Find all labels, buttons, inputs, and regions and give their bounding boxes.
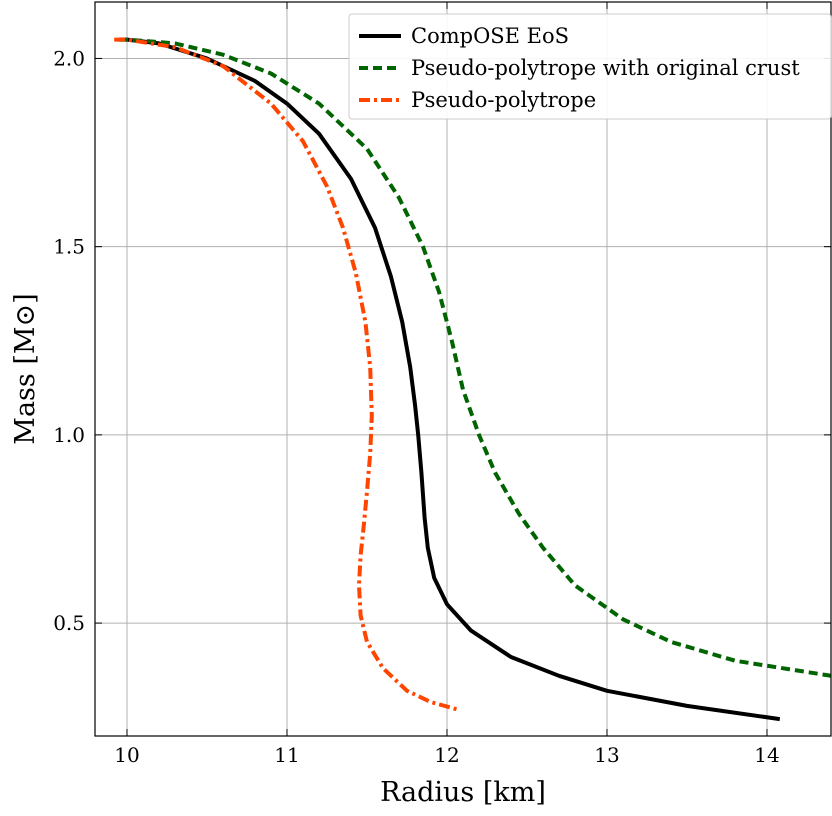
- axis-ticks: [95, 2, 831, 736]
- x-tick-label: 11: [274, 743, 299, 767]
- x-tick-label: 10: [114, 743, 139, 767]
- legend-box: [348, 13, 832, 120]
- y-tick-label: 2.0: [53, 46, 85, 70]
- series-line-2: [119, 37, 831, 678]
- y-axis-label: Mass [M⊙]: [10, 293, 41, 444]
- x-tick-label: 13: [594, 743, 619, 767]
- x-tick-label: 12: [434, 743, 459, 767]
- legend-label-2: Pseudo-polytrope with original crust: [411, 56, 800, 80]
- y-tick-label: 1.0: [53, 423, 85, 447]
- x-tick-label: 14: [754, 743, 779, 767]
- legend: CompOSE EoS Pseudo-polytrope with origina…: [348, 13, 832, 120]
- y-tick-label: 1.5: [53, 235, 85, 259]
- x-axis-label: Radius [km]: [380, 777, 546, 808]
- series-line-1: [119, 37, 781, 722]
- legend-label-3: Pseudo-polytrope: [411, 88, 596, 112]
- series-line-3: [114, 37, 459, 712]
- tick-labels: 10 11 12 13 14 0.5 1.0 1.5 2.0: [53, 46, 780, 767]
- y-tick-label: 0.5: [53, 611, 85, 635]
- legend-label-1: CompOSE EoS: [411, 24, 569, 48]
- series-lines: [114, 37, 831, 722]
- plot-frame: [94, 1, 832, 737]
